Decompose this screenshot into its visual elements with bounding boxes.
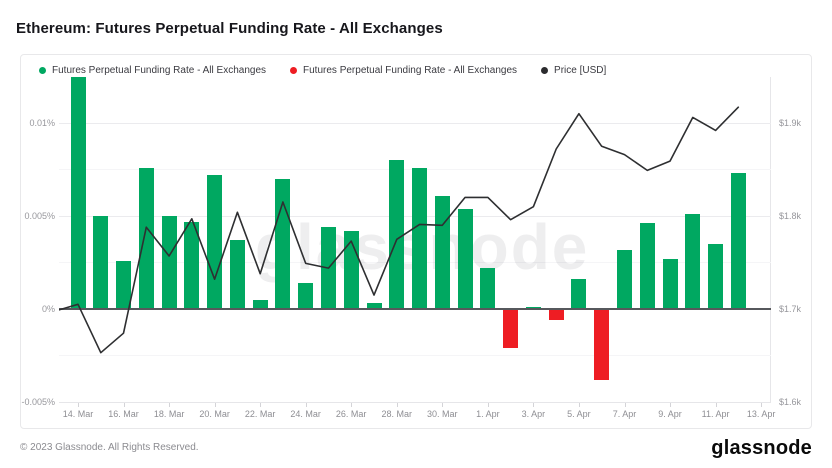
- funding-rate-bar[interactable]: [298, 283, 314, 309]
- x-axis-tick: [78, 403, 79, 407]
- funding-rate-bar[interactable]: [70, 77, 86, 309]
- price-line[interactable]: [59, 77, 771, 403]
- x-axis-label: 13. Apr: [746, 409, 776, 419]
- legend-label: Price [USD]: [554, 64, 607, 76]
- red-dot-icon: [290, 66, 298, 74]
- funding-rate-bar[interactable]: [617, 249, 632, 309]
- x-axis-tick: [715, 403, 717, 407]
- x-axis-label: 18. Mar: [153, 409, 185, 419]
- funding-rate-bar[interactable]: [457, 208, 473, 309]
- funding-rate-bar[interactable]: [480, 268, 496, 309]
- x-axis-tick: [351, 403, 353, 407]
- x-axis-tick: [214, 403, 216, 407]
- y-axis-label-right: $1.9k: [779, 118, 802, 128]
- funding-rate-bar[interactable]: [503, 309, 519, 349]
- x-axis-label: 30. Mar: [427, 409, 458, 419]
- x-axis-label: 28. Mar: [381, 409, 413, 419]
- legend-item-funding-negative[interactable]: Futures Perpetual Funding Rate - All Exc…: [290, 65, 517, 76]
- x-axis-label: 22. Mar: [244, 409, 276, 419]
- y-axis-label-right: $1.6k: [779, 397, 802, 407]
- gridline-minor: [59, 355, 771, 356]
- copyright-text: © 2023 Glassnode. All Rights Reserved.: [20, 442, 199, 453]
- x-axis-tick: [624, 403, 626, 407]
- x-axis-label: 16. Mar: [108, 409, 139, 419]
- y-axis-label-left: 0.005%: [24, 211, 55, 221]
- funding-rate-bar[interactable]: [548, 309, 564, 321]
- x-axis-label: 1. Apr: [476, 409, 500, 419]
- x-axis-tick: [533, 403, 535, 407]
- x-axis-tick: [305, 403, 307, 407]
- funding-rate-bar[interactable]: [389, 160, 405, 309]
- x-axis-tick: [578, 403, 580, 407]
- zero-axis-line: [59, 308, 771, 310]
- x-axis-label: 24. Mar: [290, 409, 321, 419]
- funding-rate-bar[interactable]: [93, 216, 109, 309]
- x-axis-label: 9. Apr: [658, 409, 682, 419]
- plot-clip: glassnode: [59, 77, 771, 403]
- x-axis-tick: [169, 403, 171, 407]
- page-title: Ethereum: Futures Perpetual Funding Rate…: [16, 20, 443, 37]
- glassnode-logo: glassnode: [711, 437, 812, 459]
- funding-rate-bar[interactable]: [571, 279, 587, 309]
- x-axis-label: 7. Apr: [612, 409, 637, 419]
- legend: Futures Perpetual Funding Rate - All Exc…: [39, 63, 606, 77]
- green-dot-icon: [39, 66, 46, 74]
- x-axis-tick: [670, 403, 671, 407]
- x-axis-tick: [487, 403, 489, 407]
- funding-rate-bar[interactable]: [412, 167, 428, 309]
- x-axis-label: 5. Apr: [567, 409, 591, 419]
- funding-rate-bar[interactable]: [116, 260, 131, 309]
- x-axis-tick: [260, 403, 262, 407]
- legend-item-price[interactable]: Price [USD]: [541, 65, 606, 76]
- funding-rate-bar[interactable]: [252, 299, 268, 309]
- x-axis-tick: [123, 403, 125, 407]
- x-axis-label: 26. Mar: [335, 409, 367, 419]
- x-axis-label: 11. Apr: [701, 409, 730, 419]
- y-axis-label-left: 0%: [41, 304, 55, 314]
- funding-rate-bar[interactable]: [639, 223, 655, 309]
- x-axis-label: 14. Mar: [62, 409, 94, 419]
- funding-rate-bar[interactable]: [708, 243, 724, 309]
- funding-rate-bar[interactable]: [730, 173, 746, 309]
- funding-rate-bar[interactable]: [207, 175, 223, 309]
- y-axis-label-left: 0.01%: [29, 118, 55, 128]
- x-axis-tick: [396, 403, 398, 407]
- y-axis-label-right: $1.8k: [779, 211, 802, 221]
- x-axis-label: 3. Apr: [521, 409, 546, 419]
- funding-rate-bar[interactable]: [184, 221, 200, 309]
- y-axis-label-right: $1.7k: [779, 304, 802, 314]
- funding-rate-bar[interactable]: [161, 216, 177, 309]
- funding-rate-bar[interactable]: [138, 167, 154, 309]
- plot-area: glassnode 0.01% 0.005% 0% -0.005% $1.9k $1.8k…: [21, 77, 801, 419]
- x-axis-label: 20. Mar: [199, 409, 230, 419]
- x-axis-tick: [761, 403, 763, 407]
- black-dot-icon: [541, 66, 549, 74]
- chart-card: Futures Perpetual Funding Rate - All Exc…: [20, 54, 812, 429]
- funding-rate-bar[interactable]: [685, 214, 701, 309]
- x-axis-tick: [442, 403, 444, 407]
- funding-rate-bar[interactable]: [594, 309, 610, 380]
- funding-rate-bar[interactable]: [229, 240, 245, 309]
- legend-label: Futures Perpetual Funding Rate - All Exc…: [303, 64, 518, 76]
- legend-item-funding-positive[interactable]: Futures Perpetual Funding Rate - All Exc…: [39, 65, 266, 76]
- y-axis-label-left: -0.005%: [21, 397, 55, 407]
- funding-rate-bar[interactable]: [434, 195, 450, 309]
- gridline-major: [59, 123, 771, 124]
- legend-label: Futures Perpetual Funding Rate - All Exc…: [52, 64, 267, 76]
- funding-rate-bar[interactable]: [366, 303, 382, 309]
- funding-rate-bar[interactable]: [662, 258, 678, 309]
